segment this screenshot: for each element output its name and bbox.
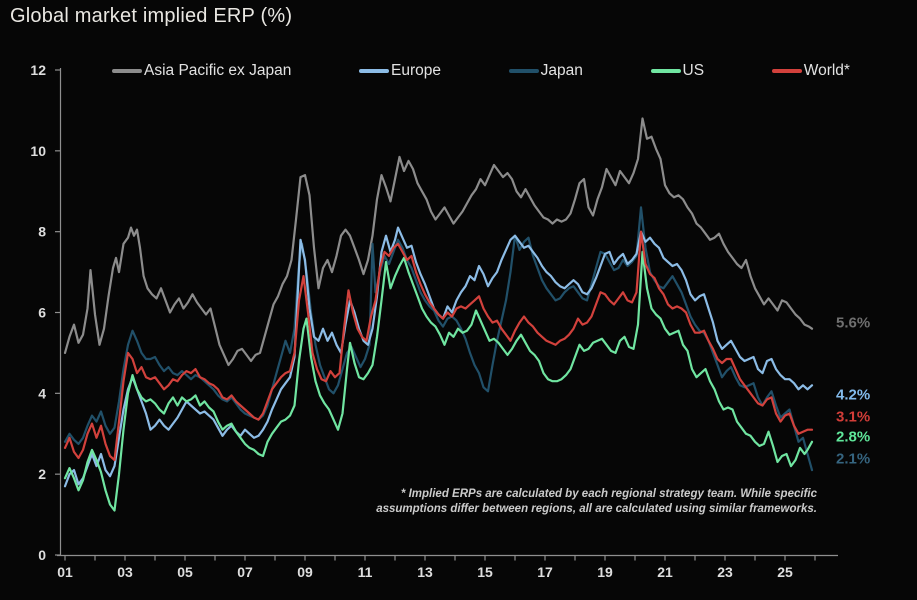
legend-label-japan: Japan [540, 62, 583, 79]
footnote-line-2: assumptions differ between regions, all … [376, 503, 817, 515]
end-label-world: 3.1% [836, 408, 871, 426]
x-axis-tick-label: 19 [597, 564, 613, 580]
legend-label-europe: Europe [390, 62, 441, 79]
series-line-japan [63, 206, 814, 472]
y-axis-tick-label: 4 [38, 385, 46, 401]
x-axis-tick-label: 23 [717, 564, 733, 580]
footnote-line-1: * Implied ERPs are calculated by each re… [400, 488, 817, 500]
legend-item-us: US [650, 62, 705, 80]
legend-label-world: World* [803, 62, 850, 79]
y-axis-tick-label: 0 [38, 547, 46, 563]
x-axis-tick-label: 17 [537, 564, 553, 580]
x-axis-tick-label: 15 [477, 564, 493, 580]
legend-item-japan: Japan [508, 62, 583, 80]
end-label-japan: 2.1% [836, 450, 871, 468]
legend-swatch-world [771, 69, 802, 73]
legend-swatch-europe [358, 69, 389, 73]
x-axis-tick-label: 01 [57, 564, 73, 580]
x-axis-tick-label: 13 [417, 564, 433, 580]
series-line-europe [63, 226, 814, 488]
legend-label-asia-pacific-ex-japan: Asia Pacific ex Japan [144, 62, 292, 79]
x-axis-tick-label: 21 [657, 564, 673, 580]
legend-swatch-japan [508, 69, 539, 73]
legend-item-asia-pacific-ex-japan: Asia Pacific ex Japan [112, 62, 291, 80]
end-label-europe: 4.2% [836, 386, 871, 404]
legend-item-world: World* [771, 62, 850, 80]
legend-swatch-us [650, 69, 681, 73]
x-axis-tick-label: 05 [177, 564, 193, 580]
legend-swatch-asia-pacific-ex-japan [112, 69, 142, 73]
x-axis-tick-label: 09 [297, 564, 313, 580]
y-axis-tick-label: 6 [38, 305, 46, 321]
chart-title: Global market implied ERP (%) [10, 5, 293, 27]
x-axis-tick-label: 07 [237, 564, 253, 580]
end-label-asia-pacific-ex-japan: 5.6% [836, 314, 871, 332]
series-line-us [63, 250, 814, 512]
y-axis-tick-label: 10 [30, 143, 46, 159]
end-label-us: 2.8% [836, 428, 871, 446]
legend: Asia Pacific ex Japan Europe Japan US World* [112, 62, 850, 80]
series-line-asia-pacific-ex-japan [63, 117, 814, 367]
y-axis-tick-label: 2 [38, 466, 46, 482]
y-axis-tick-label: 12 [30, 62, 46, 78]
x-axis-tick-label: 11 [358, 564, 373, 580]
footnote: * Implied ERPs are calculated by each re… [376, 487, 817, 517]
x-axis-tick-label: 03 [117, 564, 133, 580]
x-axis-tick-label: 25 [777, 564, 793, 580]
y-axis-tick-label: 8 [38, 224, 46, 240]
legend-label-us: US [682, 62, 705, 79]
legend-item-europe: Europe [358, 62, 441, 80]
series-line-world [63, 230, 814, 462]
